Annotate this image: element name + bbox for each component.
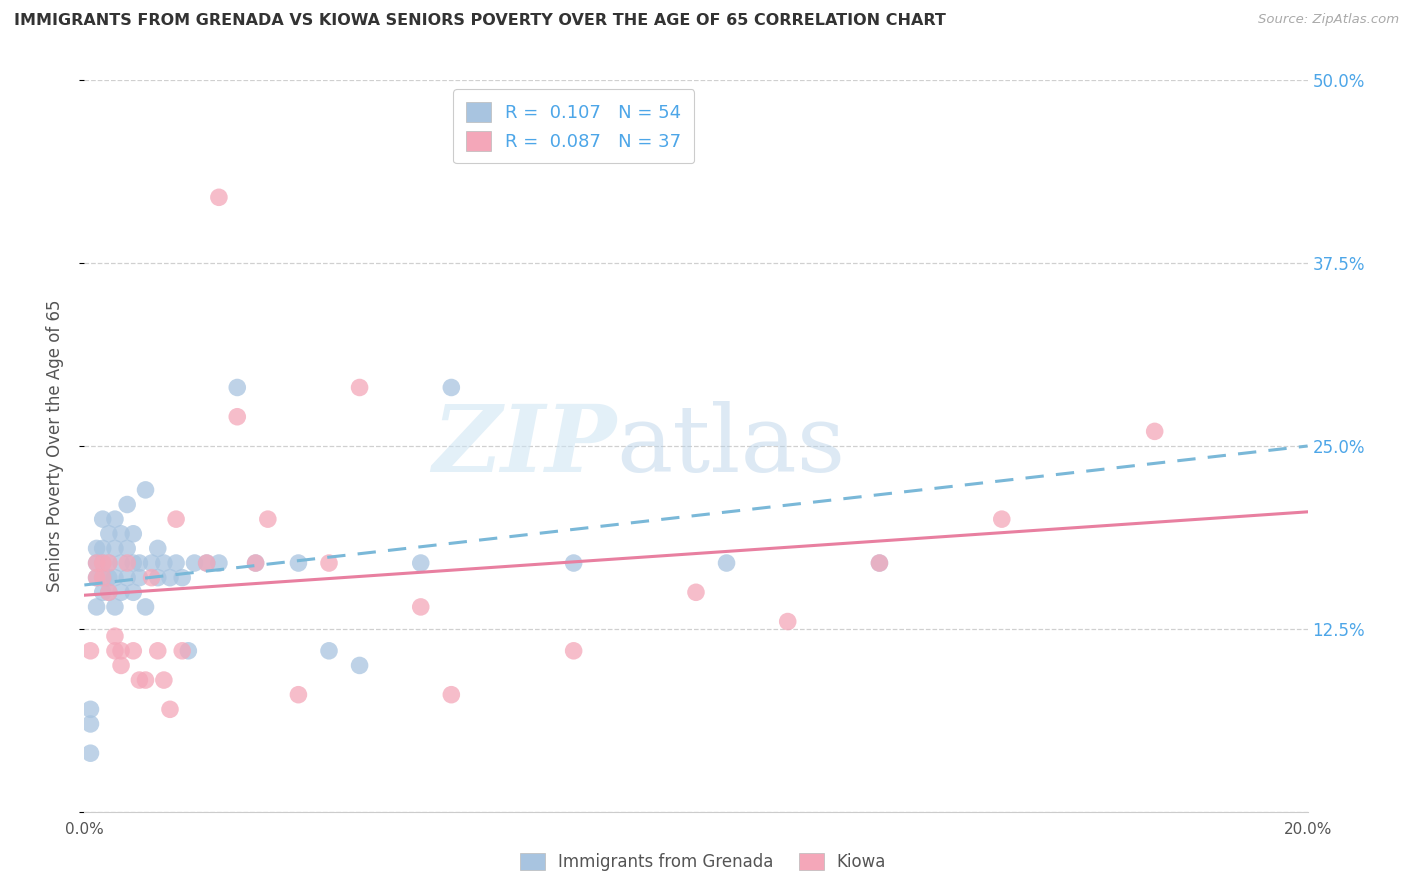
Point xyxy=(115,498,138,512)
Point xyxy=(195,556,218,570)
Point xyxy=(135,599,157,614)
Point xyxy=(172,571,194,585)
Text: IMMIGRANTS FROM GRENADA VS KIOWA SENIORS POVERTY OVER THE AGE OF 65 CORRELATION : IMMIGRANTS FROM GRENADA VS KIOWA SENIORS… xyxy=(14,13,946,29)
Point xyxy=(86,556,108,570)
Point xyxy=(110,658,132,673)
Point xyxy=(141,571,163,585)
Point xyxy=(115,556,138,570)
Text: atlas: atlas xyxy=(616,401,846,491)
Point xyxy=(110,644,132,658)
Point xyxy=(226,409,249,424)
Point xyxy=(97,556,120,570)
Point xyxy=(685,585,707,599)
Point xyxy=(195,556,218,570)
Point xyxy=(226,380,249,394)
Point xyxy=(97,526,120,541)
Point xyxy=(172,644,194,658)
Point xyxy=(128,556,150,570)
Point xyxy=(776,615,799,629)
Point xyxy=(562,644,585,658)
Point xyxy=(86,599,108,614)
Legend: Immigrants from Grenada, Kiowa: Immigrants from Grenada, Kiowa xyxy=(512,845,894,880)
Point xyxy=(86,571,108,585)
Legend: R =  0.107   N = 54, R =  0.087   N = 37: R = 0.107 N = 54, R = 0.087 N = 37 xyxy=(453,89,695,163)
Point xyxy=(91,512,114,526)
Point xyxy=(128,571,150,585)
Point xyxy=(318,644,340,658)
Point xyxy=(104,541,127,556)
Point xyxy=(104,629,127,643)
Point xyxy=(349,658,371,673)
Point xyxy=(869,556,891,570)
Point xyxy=(257,512,280,526)
Point xyxy=(79,644,101,658)
Point xyxy=(135,483,157,497)
Point xyxy=(159,571,181,585)
Point xyxy=(165,556,187,570)
Point xyxy=(91,556,114,570)
Point xyxy=(104,571,127,585)
Point xyxy=(153,673,176,687)
Point xyxy=(165,512,187,526)
Point xyxy=(287,688,309,702)
Point xyxy=(208,556,231,570)
Point xyxy=(122,585,145,599)
Point xyxy=(97,585,120,599)
Point xyxy=(409,599,432,614)
Point xyxy=(440,688,463,702)
Point xyxy=(318,556,340,570)
Point xyxy=(245,556,267,570)
Point xyxy=(146,644,169,658)
Point xyxy=(110,556,132,570)
Point xyxy=(122,644,145,658)
Text: ZIP: ZIP xyxy=(432,401,616,491)
Point xyxy=(110,526,132,541)
Point xyxy=(562,556,585,570)
Point xyxy=(208,190,231,204)
Point xyxy=(287,556,309,570)
Point xyxy=(991,512,1014,526)
Point xyxy=(79,746,101,760)
Point xyxy=(146,571,169,585)
Point xyxy=(91,585,114,599)
Y-axis label: Seniors Poverty Over the Age of 65: Seniors Poverty Over the Age of 65 xyxy=(45,300,63,592)
Point xyxy=(104,599,127,614)
Point xyxy=(115,571,138,585)
Point xyxy=(128,673,150,687)
Point xyxy=(122,526,145,541)
Point xyxy=(97,556,120,570)
Point xyxy=(349,380,371,394)
Point xyxy=(153,556,176,570)
Point xyxy=(122,556,145,570)
Point xyxy=(91,541,114,556)
Text: Source: ZipAtlas.com: Source: ZipAtlas.com xyxy=(1258,13,1399,27)
Point xyxy=(97,585,120,599)
Point xyxy=(1143,425,1166,439)
Point xyxy=(159,702,181,716)
Point xyxy=(869,556,891,570)
Point xyxy=(86,571,108,585)
Point xyxy=(440,380,463,394)
Point xyxy=(104,512,127,526)
Point xyxy=(91,556,114,570)
Point xyxy=(86,541,108,556)
Point xyxy=(245,556,267,570)
Point xyxy=(141,556,163,570)
Point xyxy=(115,541,138,556)
Point xyxy=(110,585,132,599)
Point xyxy=(177,644,200,658)
Point xyxy=(183,556,205,570)
Point xyxy=(86,556,108,570)
Point xyxy=(91,571,114,585)
Point xyxy=(146,541,169,556)
Point xyxy=(716,556,738,570)
Point xyxy=(79,717,101,731)
Point xyxy=(409,556,432,570)
Point xyxy=(135,673,157,687)
Point xyxy=(79,702,101,716)
Point xyxy=(91,571,114,585)
Point xyxy=(97,571,120,585)
Point xyxy=(104,644,127,658)
